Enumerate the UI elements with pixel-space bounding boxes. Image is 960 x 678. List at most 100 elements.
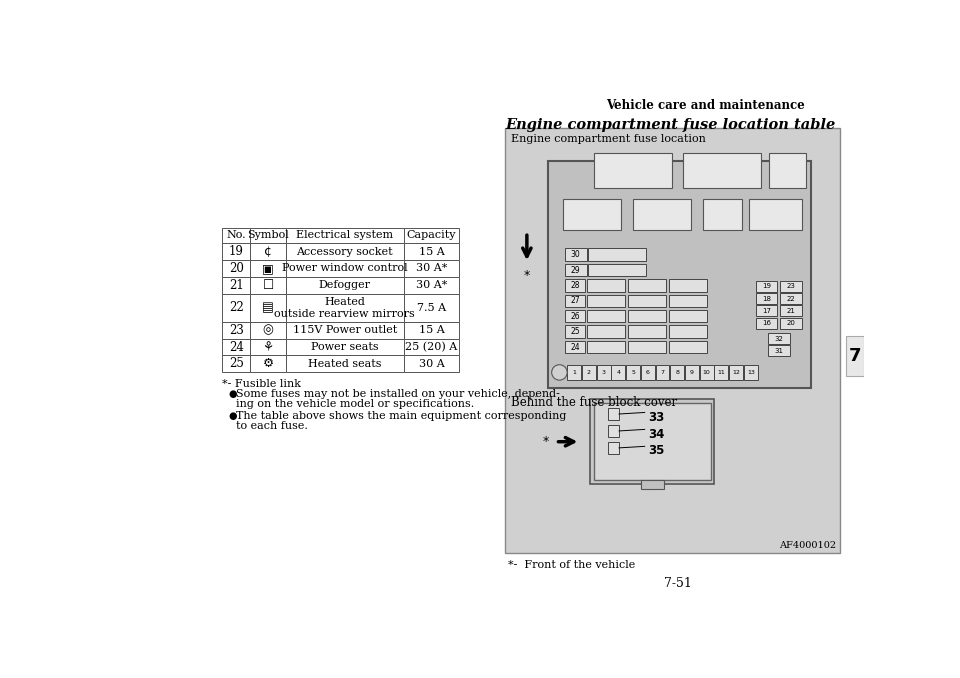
Bar [609, 425, 619, 437]
Text: 12: 12 [732, 370, 740, 375]
Text: Engine compartment fuse location: Engine compartment fuse location [511, 134, 706, 144]
Bar [744, 365, 757, 380]
Bar [286, 243, 403, 260]
Bar [609, 408, 619, 420]
Bar [223, 243, 251, 260]
Bar [669, 310, 708, 322]
Text: 29: 29 [571, 266, 581, 275]
Bar [286, 277, 403, 294]
Bar [403, 338, 460, 355]
Bar [403, 277, 460, 294]
Text: ◎: ◎ [263, 323, 274, 336]
Bar [628, 295, 666, 307]
Bar [669, 279, 708, 292]
Text: 23: 23 [228, 323, 244, 336]
Text: 31: 31 [775, 348, 783, 354]
Text: 15 A: 15 A [419, 325, 444, 335]
Bar [587, 310, 625, 322]
Bar [669, 341, 708, 353]
Text: 10: 10 [703, 370, 710, 375]
Bar [403, 294, 460, 321]
Bar [564, 310, 585, 322]
Bar [587, 341, 625, 353]
Text: AF4000102: AF4000102 [779, 540, 836, 550]
Bar [750, 199, 802, 230]
Bar [251, 338, 286, 355]
Text: 27: 27 [570, 296, 580, 305]
Bar [587, 279, 625, 292]
Text: 26: 26 [570, 312, 580, 321]
Text: 7: 7 [849, 347, 861, 365]
Text: 30: 30 [571, 250, 581, 259]
Text: Symbol: Symbol [247, 231, 289, 241]
Bar [588, 248, 646, 261]
Bar [684, 153, 761, 188]
Bar [685, 365, 699, 380]
Bar [251, 355, 286, 372]
Text: 7-51: 7-51 [664, 576, 692, 590]
Bar [846, 336, 864, 376]
Text: Vehicle care and maintenance: Vehicle care and maintenance [606, 99, 804, 112]
Circle shape [552, 365, 567, 380]
Bar [286, 321, 403, 338]
Text: 25: 25 [228, 357, 244, 370]
Text: ▣: ▣ [262, 262, 274, 275]
Bar [756, 281, 778, 292]
Bar [403, 321, 460, 338]
Bar [251, 243, 286, 260]
Bar [626, 365, 640, 380]
Text: 30 A*: 30 A* [416, 281, 447, 290]
Text: 24: 24 [228, 340, 244, 353]
Bar [641, 480, 664, 490]
Text: ing on the vehicle model or specifications.: ing on the vehicle model or specificatio… [236, 399, 474, 410]
Bar [403, 355, 460, 372]
Text: 35: 35 [649, 445, 665, 458]
Text: 30 A*: 30 A* [416, 264, 447, 273]
Bar [564, 248, 587, 261]
Bar [251, 228, 286, 243]
Text: 1: 1 [572, 370, 576, 375]
Bar [669, 325, 708, 338]
Bar [223, 338, 251, 355]
Bar [780, 318, 802, 329]
Bar [564, 295, 585, 307]
Bar [703, 199, 741, 230]
Text: 24: 24 [570, 342, 580, 351]
Text: 21: 21 [228, 279, 244, 292]
Bar [700, 365, 713, 380]
Text: ¢: ¢ [264, 245, 272, 258]
Text: ⚘: ⚘ [262, 340, 274, 353]
Bar [251, 277, 286, 294]
Bar [251, 321, 286, 338]
Bar [612, 365, 625, 380]
Text: 17: 17 [762, 308, 771, 314]
Bar [286, 294, 403, 321]
Text: Power seats: Power seats [311, 342, 378, 352]
Text: 6: 6 [646, 370, 650, 375]
Text: Heated
outside rearview mirrors: Heated outside rearview mirrors [275, 296, 415, 319]
Bar [587, 325, 625, 338]
Text: 21: 21 [786, 308, 796, 314]
Bar [769, 153, 805, 188]
Text: No.: No. [227, 231, 246, 241]
Text: Defogger: Defogger [319, 281, 371, 290]
Text: 20: 20 [228, 262, 244, 275]
Text: 23: 23 [786, 283, 796, 290]
Bar [286, 228, 403, 243]
Bar [564, 279, 585, 292]
Text: 18: 18 [762, 296, 771, 302]
Bar [780, 293, 802, 304]
Text: ☐: ☐ [262, 279, 274, 292]
Bar [251, 294, 286, 321]
Text: Electrical system: Electrical system [297, 231, 394, 241]
Bar [628, 341, 666, 353]
Bar [286, 260, 403, 277]
Bar [403, 260, 460, 277]
Bar [223, 277, 251, 294]
Bar [756, 305, 778, 316]
Text: 13: 13 [747, 370, 755, 375]
Bar [780, 281, 802, 292]
Text: 19: 19 [228, 245, 244, 258]
Bar [628, 279, 666, 292]
Text: *- Fusible link: *- Fusible link [223, 378, 301, 388]
